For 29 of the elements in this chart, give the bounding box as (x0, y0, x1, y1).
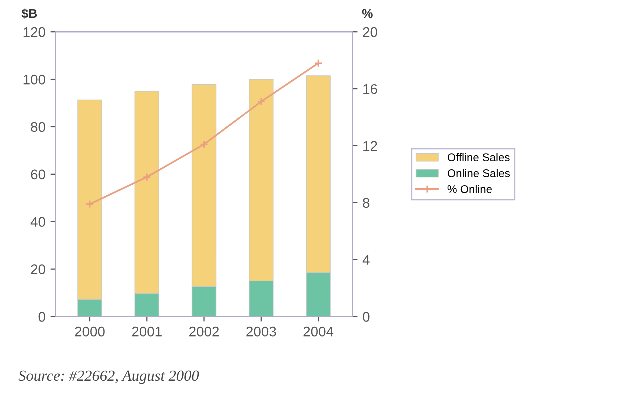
legend-label: % Online (448, 185, 492, 194)
x-tick-label: 2001 (132, 326, 162, 337)
x-tick-label: 2003 (246, 326, 276, 337)
legend-label: Offline Sales (448, 153, 510, 162)
y-tick-label: 60 (31, 170, 46, 180)
point (86, 200, 94, 208)
y2-tick-label: 8 (363, 198, 370, 208)
y2-tick-label: 16 (364, 84, 378, 94)
y-tick-label: 20 (31, 264, 46, 275)
y2-tick-label: 20 (363, 27, 378, 38)
y-tick-label: 0 (38, 312, 46, 322)
y-tick-label: 40 (30, 217, 46, 228)
y-axis-title: $B (22, 8, 38, 19)
y2-axis-title: % (362, 9, 373, 18)
legend-label: Online Sales (448, 169, 510, 178)
x-tick-label: 2002 (190, 326, 220, 337)
y2-tick-label: 4 (362, 255, 370, 265)
x-tick-label: 2000 (75, 326, 105, 337)
y2-tick-label: 0 (363, 312, 370, 322)
x-tick-label: 2004 (304, 326, 334, 337)
source-note: Source: #22662, August 2000 (18, 370, 200, 384)
point (200, 140, 208, 149)
y2-tick-label: 12 (364, 141, 378, 151)
point (314, 59, 323, 68)
y-tick-label: 120 (24, 27, 46, 38)
point (142, 173, 152, 182)
y-tick-label: 100 (24, 74, 46, 85)
y-tick-label: 80 (31, 122, 46, 132)
point (257, 98, 266, 106)
